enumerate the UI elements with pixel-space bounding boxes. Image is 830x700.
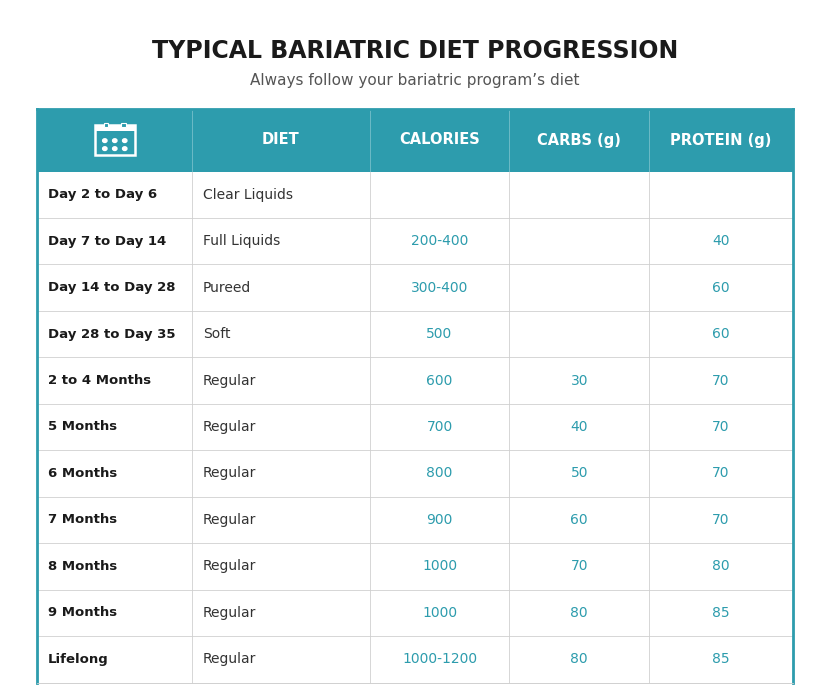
Bar [37,172,793,218]
Text: Regular: Regular [203,559,256,573]
Text: 1000-1200: 1000-1200 [402,652,477,666]
Text: 60: 60 [570,513,588,527]
Text: CALORIES: CALORIES [399,132,480,148]
Text: 600: 600 [427,374,452,388]
Circle shape [103,147,107,150]
Text: 200-400: 200-400 [411,234,468,248]
Text: 300-400: 300-400 [411,281,468,295]
Text: TYPICAL BARIATRIC DIET PROGRESSION: TYPICAL BARIATRIC DIET PROGRESSION [152,38,678,62]
Text: 85: 85 [712,606,730,620]
Text: 700: 700 [427,420,452,434]
Text: DIET: DIET [262,132,300,148]
Circle shape [103,139,107,143]
Bar [37,218,793,265]
Text: 800: 800 [427,466,452,480]
Bar [95,125,134,155]
Circle shape [113,139,117,143]
Bar [37,311,793,357]
Text: Clear Liquids: Clear Liquids [203,188,293,202]
Bar [104,123,109,127]
Text: Regular: Regular [203,374,256,388]
Text: Full Liquids: Full Liquids [203,234,281,248]
Text: 70: 70 [570,559,588,573]
Text: 70: 70 [712,420,730,434]
Bar [37,450,793,497]
Text: Regular: Regular [203,513,256,527]
Bar [37,265,793,311]
Text: 40: 40 [712,234,730,248]
Bar [37,108,793,172]
Text: Always follow your bariatric program’s diet: Always follow your bariatric program’s d… [251,74,579,88]
Text: 5 Months: 5 Months [48,421,117,433]
Text: 70: 70 [712,513,730,527]
Text: Pureed: Pureed [203,281,251,295]
Text: 60: 60 [712,281,730,295]
Bar [37,357,793,404]
Bar [37,497,793,543]
Bar [37,636,793,682]
Text: 500: 500 [427,327,452,341]
Text: 900: 900 [427,513,452,527]
Text: 60: 60 [712,327,730,341]
Bar [121,123,126,127]
Text: Soft: Soft [203,327,231,341]
Text: 40: 40 [570,420,588,434]
Text: 80: 80 [570,606,588,620]
Circle shape [123,139,127,143]
Text: PROTEIN (g): PROTEIN (g) [670,132,772,148]
Text: 1000: 1000 [422,606,457,620]
Text: Regular: Regular [203,606,256,620]
Text: CARBS (g): CARBS (g) [537,132,621,148]
Bar [37,589,793,636]
Text: Regular: Regular [203,466,256,480]
Bar [37,543,793,589]
Text: Regular: Regular [203,652,256,666]
Text: 70: 70 [712,466,730,480]
Bar [37,404,793,450]
Text: 1000: 1000 [422,559,457,573]
Text: 80: 80 [570,652,588,666]
Text: 2 to 4 Months: 2 to 4 Months [48,374,151,387]
Text: Day 28 to Day 35: Day 28 to Day 35 [48,328,176,341]
Text: Day 2 to Day 6: Day 2 to Day 6 [48,188,157,201]
Circle shape [123,147,127,150]
Text: 80: 80 [712,559,730,573]
Text: Lifelong: Lifelong [48,653,109,666]
Text: Day 14 to Day 28: Day 14 to Day 28 [48,281,176,294]
Text: 9 Months: 9 Months [48,606,117,620]
Text: 85: 85 [712,652,730,666]
Text: 6 Months: 6 Months [48,467,117,480]
Circle shape [113,147,117,150]
Text: Day 7 to Day 14: Day 7 to Day 14 [48,234,166,248]
Text: 50: 50 [570,466,588,480]
Bar [95,125,134,132]
Text: 7 Months: 7 Months [48,513,117,526]
Text: 8 Months: 8 Months [48,560,117,573]
Text: 30: 30 [570,374,588,388]
Text: 70: 70 [712,374,730,388]
Text: Regular: Regular [203,420,256,434]
